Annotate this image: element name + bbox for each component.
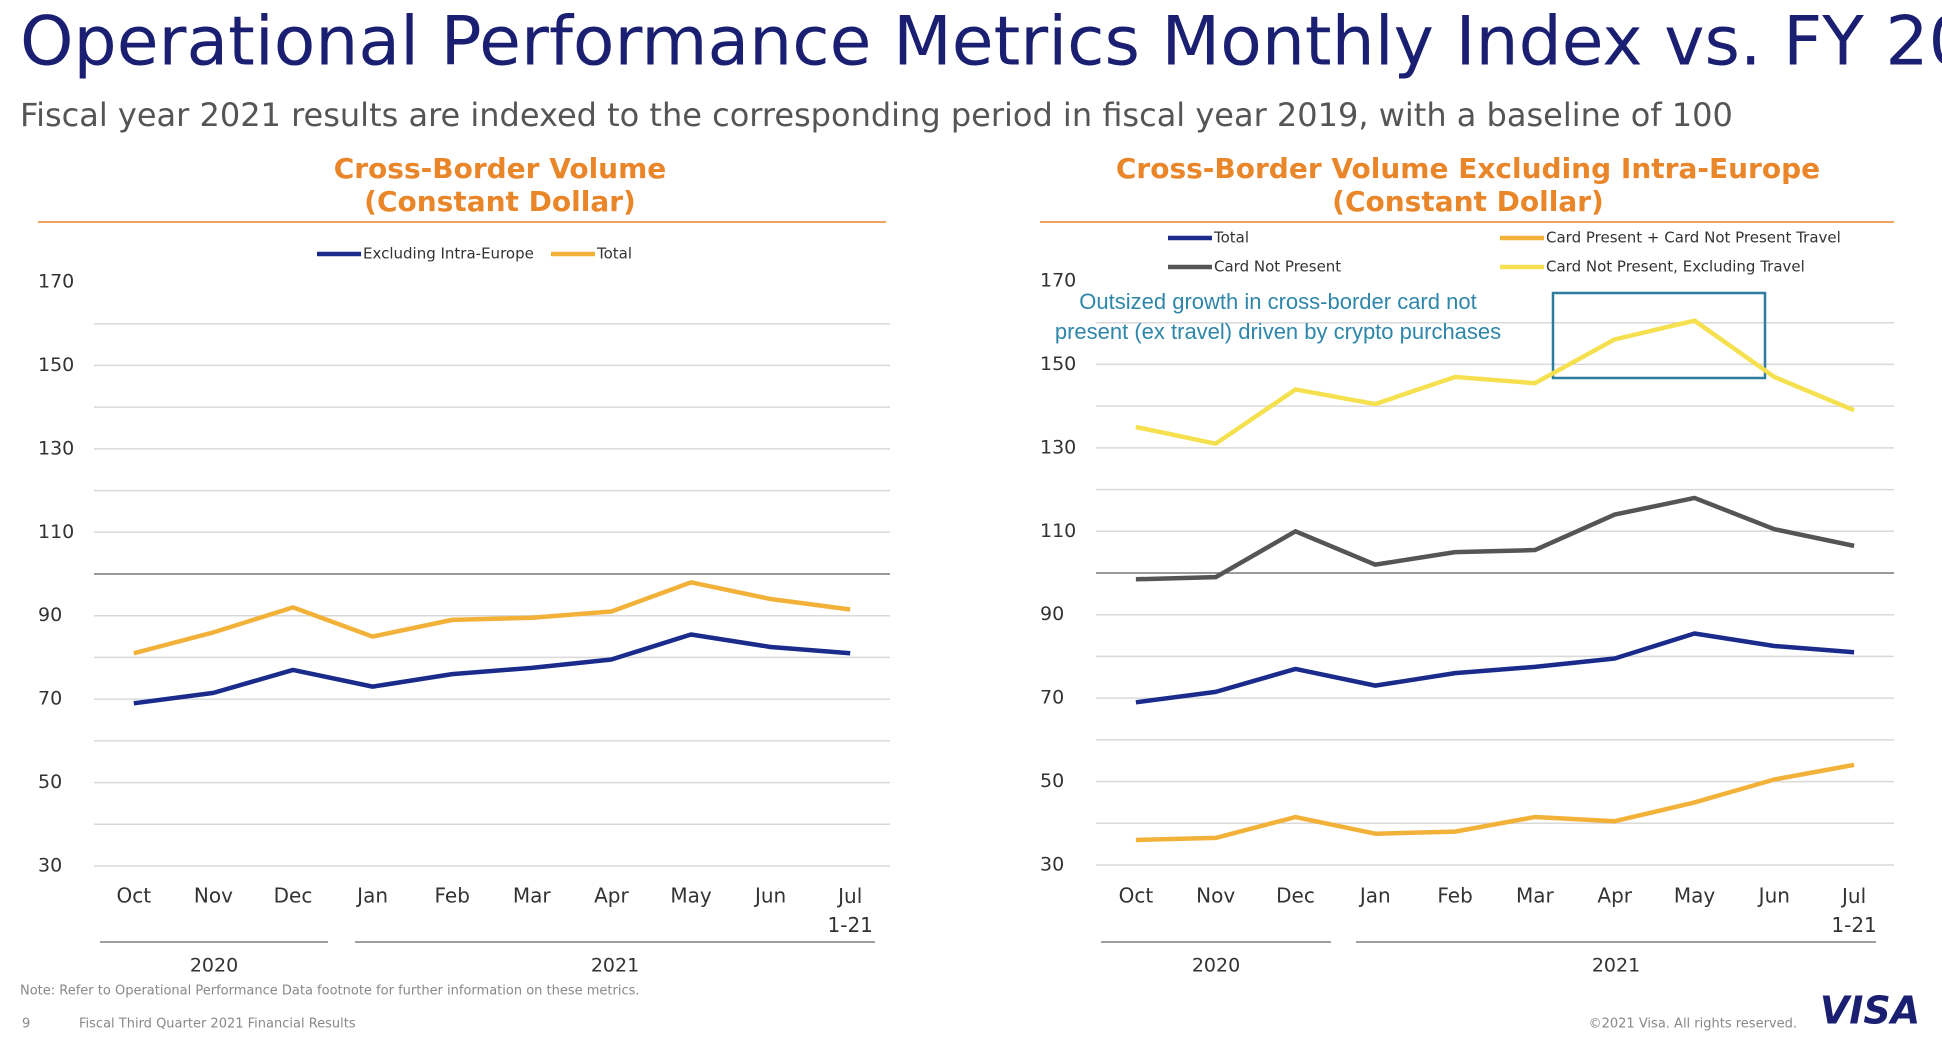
group-label: 2021	[591, 955, 639, 977]
y-tick-label: 90	[1040, 603, 1064, 625]
y-tick-label: 110	[38, 521, 74, 543]
legend-label: Total	[1213, 229, 1249, 247]
x-tick-label: May	[670, 884, 712, 908]
y-tick-label: 170	[1040, 270, 1076, 292]
x-tick-label: Apr	[1597, 884, 1632, 908]
y-tick-label: 70	[1040, 687, 1064, 709]
y-tick-label: 30	[1040, 854, 1064, 876]
x-tick-label: Nov	[194, 884, 233, 908]
line	[1135, 495, 1855, 582]
x-tick-label: Jun	[753, 884, 786, 908]
footer: Fiscal Third Quarter 2021 Financial Resu…	[79, 1017, 356, 1032]
x-tick-label: Jan	[355, 884, 388, 908]
x-tick-label: Dec	[1276, 884, 1315, 908]
y-tick-label: 90	[38, 604, 62, 626]
note: Note: Refer to Operational Performance D…	[20, 984, 640, 999]
y-tick-label: 150	[1040, 353, 1076, 375]
x-tick-label: Apr	[594, 884, 629, 908]
x-tick-label: Nov	[1196, 884, 1235, 908]
page-number: 9	[22, 1017, 30, 1032]
x-tick-label: Mar	[513, 884, 552, 908]
y-tick-label: 110	[1040, 520, 1076, 542]
chart-title: Cross-Border Volume Excluding Intra-Euro…	[1116, 152, 1820, 218]
x-tick-label: Jun	[1757, 884, 1790, 908]
x-tick-label: Feb	[1437, 884, 1472, 908]
group-label: 2021	[1592, 955, 1640, 977]
line	[1135, 318, 1855, 446]
annotation-box	[1551, 291, 1767, 380]
line	[133, 580, 851, 656]
annotation: Outsized growth in cross-border card not…	[1055, 289, 1501, 344]
x-tick-label: May	[1674, 884, 1716, 908]
y-tick-label: 130	[1040, 436, 1076, 458]
group-label: 2020	[190, 955, 238, 977]
x-tick-label: Jul 1-21	[828, 884, 873, 937]
legend-label: Card Not Present, Excluding Travel	[1546, 258, 1805, 276]
line	[133, 632, 851, 706]
x-tick-label: Dec	[274, 884, 313, 908]
y-tick-label: 130	[38, 437, 74, 459]
y-tick-label: 30	[38, 855, 62, 877]
x-tick-label: Feb	[434, 884, 469, 908]
legend-label: Excluding Intra-Europe	[363, 245, 534, 263]
copyright: ©2021 Visa. All rights reserved.	[1589, 1017, 1797, 1032]
y-tick-label: 150	[38, 354, 74, 376]
x-tick-label: Mar	[1516, 884, 1555, 908]
y-tick-label: 50	[38, 771, 62, 793]
logo: VISA	[1820, 989, 1920, 1033]
x-tick-label: Oct	[117, 884, 152, 908]
title: Operational Performance Metrics Monthly …	[20, 3, 1942, 82]
x-tick-label: Oct	[1119, 884, 1154, 908]
x-tick-label: Jan	[1358, 884, 1391, 908]
y-tick-label: 50	[1040, 770, 1064, 792]
legend-label: Card Present + Card Not Present Travel	[1546, 229, 1841, 247]
legend-label: Total	[596, 245, 632, 263]
y-tick-label: 170	[38, 271, 74, 293]
chart-title: Cross-Border Volume (Constant Dollar)	[334, 152, 667, 218]
x-tick-label: Jul 1-21	[1831, 884, 1876, 937]
legend-label: Card Not Present	[1214, 258, 1341, 276]
y-tick-label: 70	[38, 688, 62, 710]
subtitle: Fiscal year 2021 results are indexed to …	[20, 96, 1733, 134]
line	[1135, 631, 1855, 705]
group-label: 2020	[1192, 955, 1240, 977]
line	[1135, 762, 1855, 843]
